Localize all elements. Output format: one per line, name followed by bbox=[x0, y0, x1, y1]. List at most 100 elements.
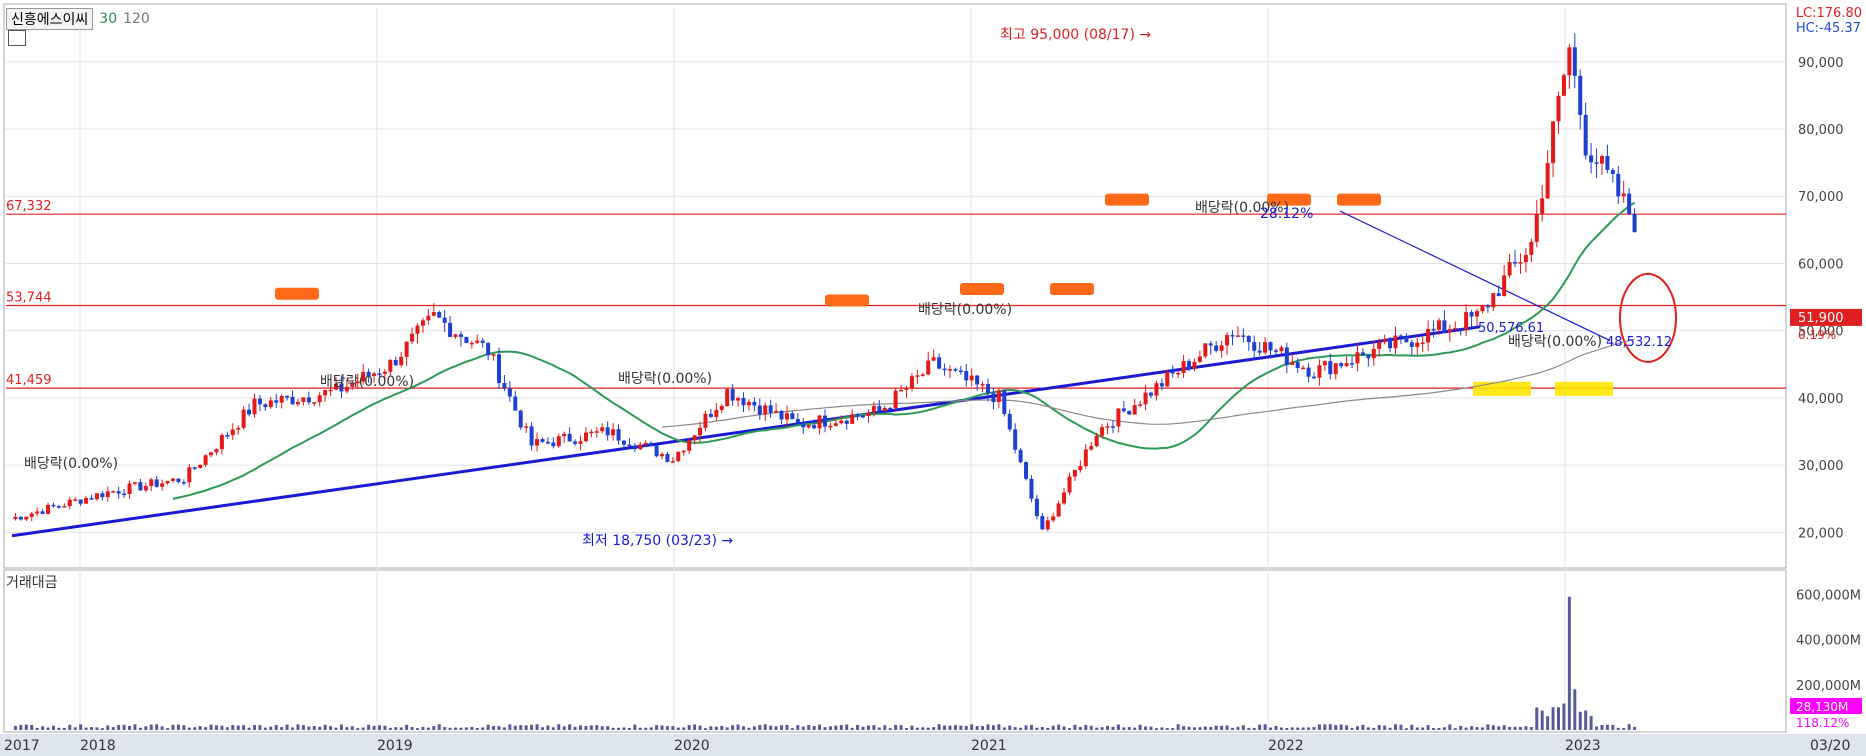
candle-body bbox=[497, 354, 501, 384]
candle-body bbox=[1496, 293, 1501, 297]
volume-bar bbox=[736, 724, 740, 730]
grid-icon[interactable] bbox=[8, 30, 26, 46]
candle-body bbox=[1306, 367, 1311, 377]
volume-bar bbox=[1421, 727, 1425, 730]
volume-bar bbox=[182, 725, 186, 730]
candle-body bbox=[676, 451, 681, 462]
candle-body bbox=[236, 427, 241, 430]
candle-body bbox=[730, 389, 735, 401]
volume-bar bbox=[1040, 726, 1044, 730]
volume-bar bbox=[524, 725, 528, 730]
volume-bar bbox=[1432, 727, 1436, 730]
candle-body bbox=[1094, 435, 1099, 447]
volume-bar bbox=[1497, 726, 1501, 730]
volume-bar bbox=[606, 726, 610, 730]
candle-body bbox=[719, 405, 724, 410]
volume-bar bbox=[274, 724, 278, 730]
candle-body bbox=[295, 401, 300, 405]
volume-bar bbox=[62, 727, 66, 730]
volume-bar bbox=[845, 724, 849, 730]
candle-body bbox=[567, 433, 572, 442]
candle-body bbox=[1045, 520, 1050, 530]
volume-bar bbox=[1491, 725, 1495, 730]
volume-bar bbox=[1453, 728, 1457, 730]
volume-bar bbox=[731, 725, 735, 730]
candle-body bbox=[1165, 372, 1170, 387]
candle-body bbox=[1458, 328, 1463, 330]
candle-body bbox=[1491, 293, 1496, 308]
candle-body bbox=[1447, 329, 1452, 333]
volume-bar bbox=[68, 724, 72, 730]
volume-bar bbox=[301, 725, 305, 730]
percent-label: 28.12% bbox=[1260, 206, 1313, 222]
price-panel-frame bbox=[3, 3, 1787, 569]
volume-bar bbox=[991, 725, 995, 730]
candle-body bbox=[290, 396, 295, 405]
candle-body bbox=[605, 427, 610, 436]
volume-bar bbox=[144, 726, 148, 730]
candle-body bbox=[692, 435, 697, 441]
volume-bar bbox=[204, 727, 208, 730]
volume-bar bbox=[1334, 725, 1338, 730]
volume-bar bbox=[633, 724, 637, 730]
candle-body bbox=[649, 442, 654, 445]
candle-body bbox=[268, 400, 273, 408]
candle-body bbox=[980, 384, 985, 386]
candle-body bbox=[62, 506, 67, 508]
candle-body bbox=[850, 414, 855, 424]
candle-body bbox=[448, 322, 453, 338]
volume-bar bbox=[1100, 727, 1104, 730]
x-tick-label: 2019 bbox=[377, 738, 413, 754]
candle-body bbox=[1333, 363, 1338, 375]
volume-bar bbox=[1198, 727, 1202, 730]
candle-body bbox=[801, 422, 806, 428]
lc-value: LC:176.80 bbox=[1795, 6, 1862, 21]
volume-bar bbox=[1339, 724, 1343, 730]
volume-bar bbox=[350, 726, 354, 730]
volume-panel-frame bbox=[3, 569, 1787, 733]
volume-bar bbox=[1013, 727, 1017, 730]
volume-bar bbox=[1383, 725, 1387, 730]
candle-body bbox=[899, 389, 904, 392]
volume-bar bbox=[1502, 725, 1506, 730]
volume-bar bbox=[1263, 724, 1267, 730]
volume-bar bbox=[1595, 726, 1599, 730]
dividend-label: 배당락(0.00%) bbox=[24, 456, 118, 472]
candle-body bbox=[926, 360, 931, 375]
x-tick-label: 2018 bbox=[80, 738, 116, 754]
stock-name[interactable]: 신흥에스이씨 bbox=[6, 8, 94, 30]
candle-body bbox=[1246, 335, 1251, 343]
candle-body bbox=[969, 375, 974, 381]
x-tick-label: 2020 bbox=[674, 738, 710, 754]
y-tick-label: 80,000 bbox=[1798, 123, 1844, 138]
volume-bar bbox=[1002, 727, 1006, 730]
candle-body bbox=[192, 467, 197, 469]
candle-body bbox=[219, 435, 224, 450]
volume-bar bbox=[1535, 707, 1539, 730]
candle-body bbox=[1284, 347, 1289, 365]
volume-bar bbox=[1437, 728, 1441, 730]
candle-body bbox=[763, 405, 768, 415]
volume-bar bbox=[1589, 716, 1593, 730]
candle-body bbox=[40, 511, 45, 514]
candle-body bbox=[1583, 114, 1588, 156]
volume-last-label: 28,130M bbox=[1796, 700, 1848, 714]
candle-body bbox=[263, 404, 268, 408]
volume-bar bbox=[285, 724, 289, 730]
candle-body bbox=[833, 423, 838, 426]
volume-bar bbox=[660, 725, 664, 730]
candle-body bbox=[1067, 476, 1072, 493]
volume-bar bbox=[13, 725, 17, 730]
volume-bar bbox=[508, 724, 512, 730]
candle-body bbox=[632, 446, 637, 450]
candle-body bbox=[1317, 365, 1322, 378]
candle-body bbox=[1072, 470, 1077, 477]
volume-bar bbox=[883, 725, 887, 730]
candle-body bbox=[51, 504, 56, 507]
volume-bar bbox=[964, 725, 968, 730]
volume-bar bbox=[1301, 727, 1305, 730]
candle-body bbox=[855, 414, 860, 416]
volume-bar bbox=[796, 725, 800, 730]
candle-body bbox=[616, 429, 621, 441]
